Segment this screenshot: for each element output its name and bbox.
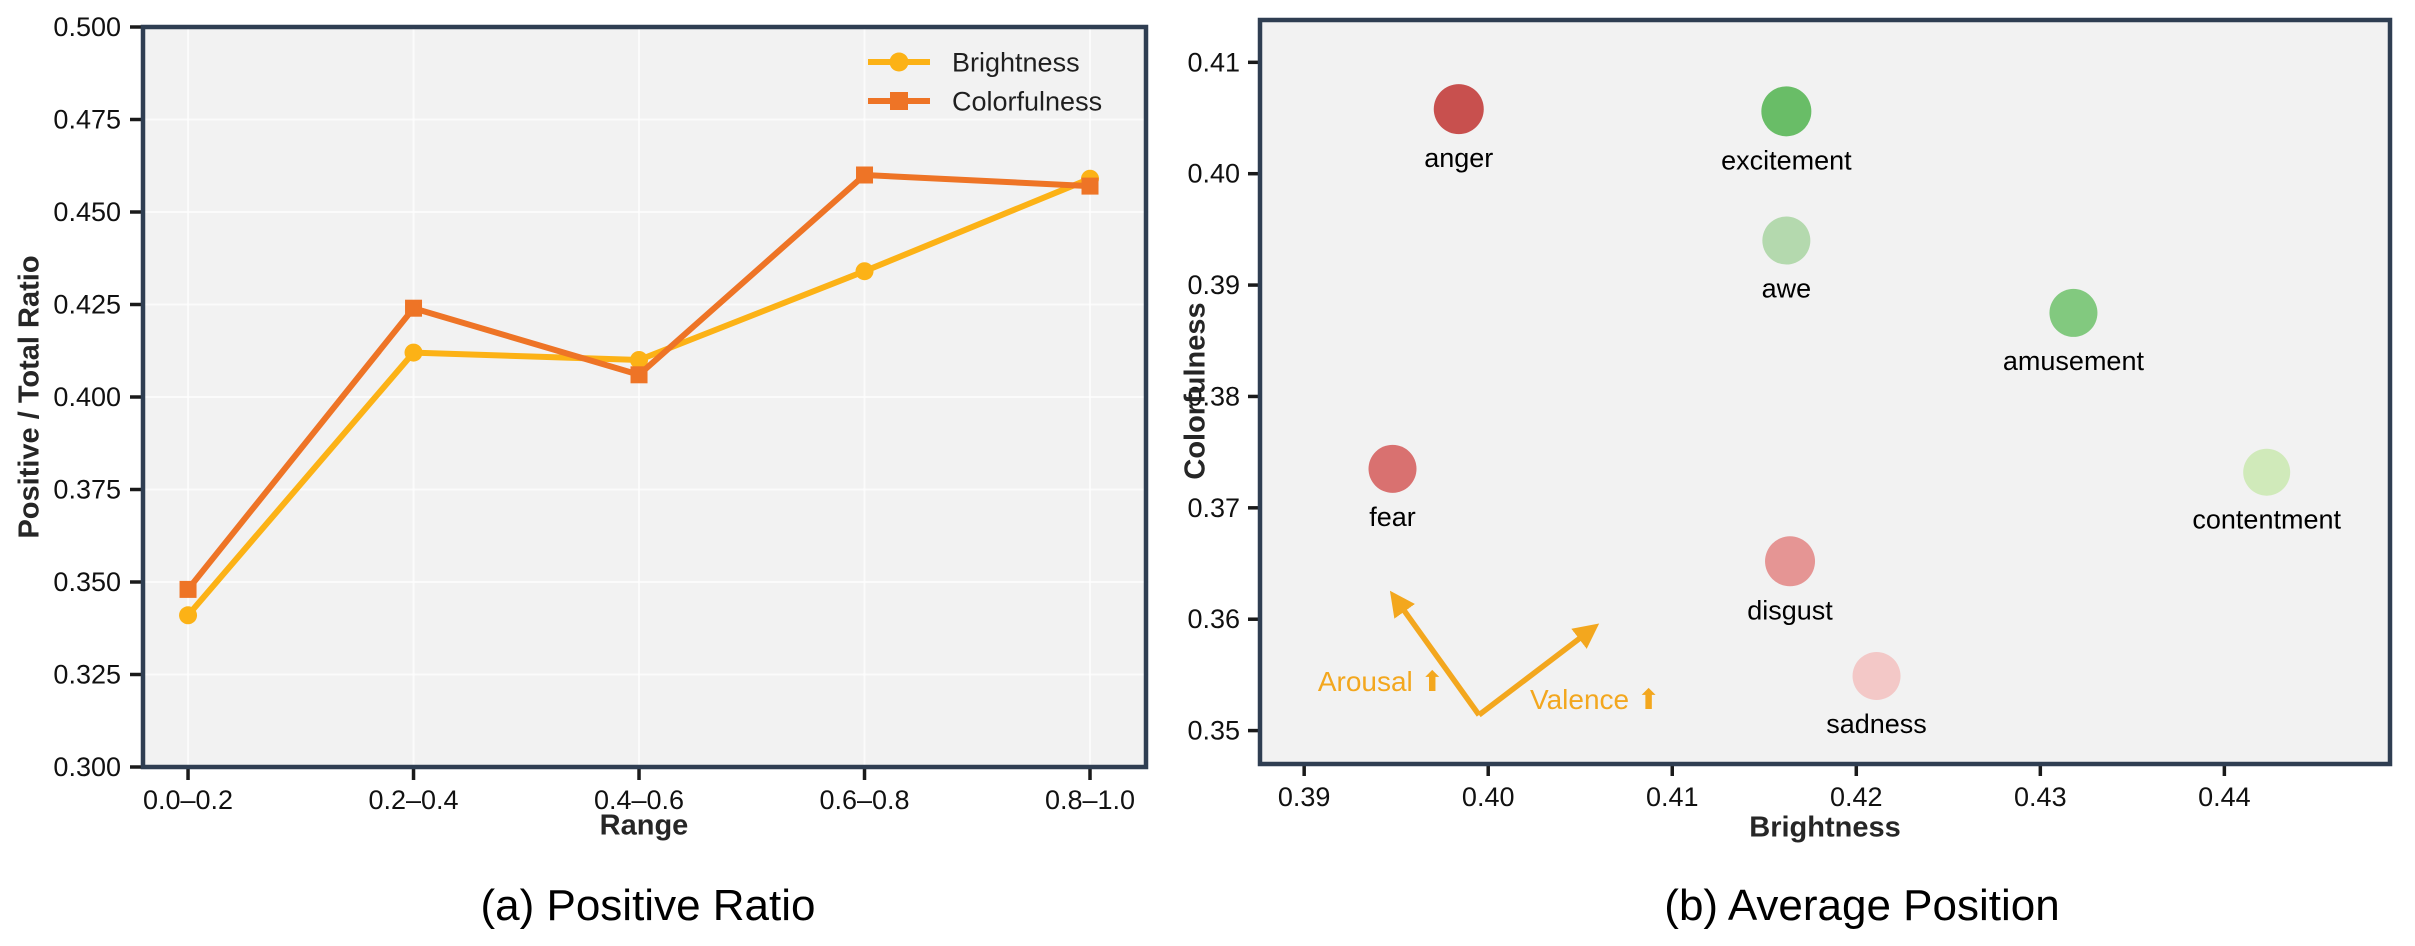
data-point-brightness (404, 343, 423, 362)
y-tick-label: 0.500 (53, 12, 121, 42)
valence-arrow (1477, 623, 1600, 718)
legend-circle-marker-icon (889, 52, 909, 72)
legend-square-marker-icon (890, 92, 908, 110)
chart-a-spines (140, 24, 1149, 770)
x-tick-label: 0.42 (1830, 782, 1883, 812)
chart-b-spines (1257, 17, 2393, 767)
chart-b-caption: (b) Average Position (1664, 881, 2060, 930)
scatter-bubble-awe (1762, 216, 1811, 265)
bubble-label-awe: awe (1762, 274, 1812, 304)
legend-label: Brightness (952, 48, 1080, 78)
x-tick-label: 0.43 (2014, 782, 2067, 812)
x-tick-label: 0.44 (2198, 782, 2251, 812)
legend-label: Colorfulness (952, 87, 1102, 117)
legend: Brightness Colorfulness (868, 48, 1102, 117)
x-tick-label: 0.40 (1462, 782, 1515, 812)
chart-b-plot-area (1260, 20, 2390, 764)
scatter-bubble-excitement (1761, 86, 1812, 137)
arousal-arrow (1389, 590, 1482, 717)
x-tick-label: 0.0–0.2 (143, 785, 233, 815)
data-point-colorfulness (405, 299, 423, 317)
arousal-valence-annotation: Arousal ⬆ Valence ⬆ (1318, 590, 1660, 718)
x-tick-label: 0.4–0.6 (594, 785, 684, 815)
chart-b-x-axis-title: Brightness (1749, 811, 1901, 844)
y-tick-label: 0.40 (1187, 159, 1240, 189)
bubble-label-disgust: disgust (1747, 595, 1833, 625)
bubble-label-fear: fear (1369, 502, 1416, 532)
x-tick-label: 0.41 (1646, 782, 1699, 812)
chart-a-x-axis-title: Range (599, 809, 689, 842)
x-tick-label: 0.2–0.4 (368, 785, 458, 815)
y-tick-label: 0.41 (1187, 47, 1240, 77)
arousal-label: Arousal ⬆ (1318, 666, 1444, 697)
data-point-colorfulness (1081, 177, 1099, 195)
data-point-colorfulness (630, 366, 648, 384)
y-tick-label: 0.425 (53, 290, 121, 320)
legend-item-colorfulness: Colorfulness (868, 87, 1102, 117)
scatter-bubble-anger (1433, 84, 1484, 135)
bubble-label-amusement: amusement (2003, 346, 2145, 376)
x-tick-label: 0.8–1.0 (1045, 785, 1135, 815)
scatter-bubble-fear (1368, 444, 1417, 493)
bubble-label-sadness: sadness (1826, 709, 1927, 739)
data-point-brightness (630, 351, 649, 369)
valence-label: Valence ⬆ (1530, 684, 1660, 715)
scatter-bubble-disgust (1765, 536, 1816, 587)
chart-a: 0.500 0.475 0.450 0.425 0.400 0.375 0.350 0.325… (53, 12, 1149, 815)
chart-b: 0.39 0.40 0.41 0.42 0.43 0.44 0.41 0.40 0.39 0.38… (1187, 17, 2393, 812)
legend-item-brightness: Brightness (868, 48, 1080, 78)
y-tick-label: 0.350 (53, 567, 121, 597)
scatter-bubble-amusement (2049, 288, 2098, 337)
bubble-label-contentment: contentment (2192, 505, 2341, 535)
y-tick-label: 0.38 (1187, 381, 1240, 411)
chart-a-y-axis-title: Positive / Total Ratio (13, 255, 46, 539)
scatter-bubble-sadness (1852, 652, 1901, 701)
y-tick-label: 0.375 (53, 475, 121, 505)
y-tick-label: 0.35 (1187, 716, 1240, 746)
y-tick-label: 0.475 (53, 105, 121, 135)
bubble-label-excitement: excitement (1721, 145, 1852, 175)
data-point-brightness (179, 606, 198, 625)
y-tick-label: 0.37 (1187, 493, 1240, 523)
y-tick-label: 0.300 (53, 752, 121, 782)
data-point-colorfulness (856, 166, 874, 184)
x-tick-label: 0.6–0.8 (819, 785, 909, 815)
y-tick-label: 0.39 (1187, 270, 1240, 300)
y-tick-label: 0.36 (1187, 604, 1240, 634)
x-tick-label: 0.39 (1278, 782, 1331, 812)
scatter-bubble-contentment (2243, 448, 2291, 496)
chart-b-y-axis-title: Colorfulness (1179, 302, 1212, 480)
y-tick-label: 0.325 (53, 660, 121, 690)
chart-a-caption: (a) Positive Ratio (480, 881, 816, 930)
data-point-colorfulness (179, 580, 197, 598)
y-tick-label: 0.450 (53, 197, 121, 227)
y-tick-label: 0.400 (53, 382, 121, 412)
bubble-label-anger: anger (1424, 143, 1493, 173)
data-point-brightness (855, 262, 874, 281)
